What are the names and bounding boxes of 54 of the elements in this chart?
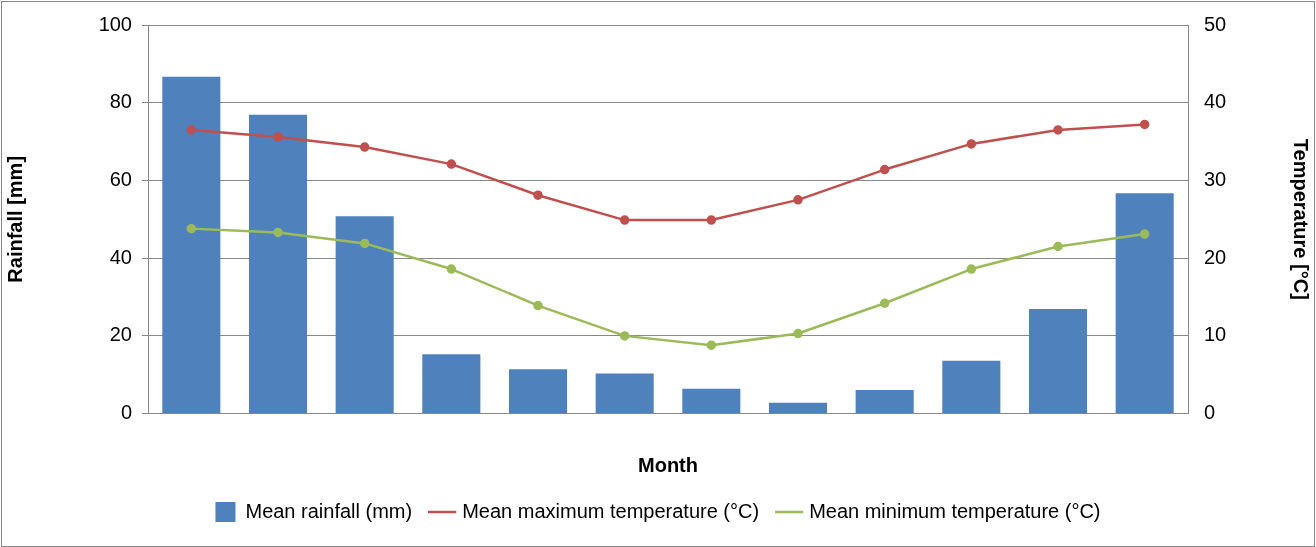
point xyxy=(879,298,890,308)
y-axis-title: Rainfall [mm] xyxy=(3,155,26,283)
point xyxy=(446,264,457,274)
point xyxy=(533,300,543,311)
point xyxy=(793,195,803,205)
point xyxy=(1139,119,1150,130)
point xyxy=(966,264,977,274)
point xyxy=(186,223,197,234)
point xyxy=(879,164,890,175)
point xyxy=(359,142,370,152)
y2-tick-label: 10 xyxy=(1204,323,1227,346)
y2-tick-label: 20 xyxy=(1204,245,1227,268)
point xyxy=(533,190,543,200)
bar xyxy=(595,373,654,414)
bar xyxy=(1028,309,1088,414)
bar xyxy=(335,216,394,414)
bar xyxy=(682,388,741,414)
y-tick-label: 80 xyxy=(109,90,132,113)
bar xyxy=(162,76,221,414)
legend-label: Mean rainfall (mm) xyxy=(245,499,413,522)
bar xyxy=(248,114,308,414)
y2-tick-label: 50 xyxy=(1204,12,1227,35)
point xyxy=(273,132,283,142)
legend-label: Mean maximum temperature (°C) xyxy=(462,499,760,522)
bar xyxy=(942,360,1001,414)
y2-tick-label: 40 xyxy=(1204,90,1227,113)
point xyxy=(619,331,630,341)
bar xyxy=(768,402,828,414)
point xyxy=(446,159,457,169)
point xyxy=(359,238,370,249)
bar xyxy=(422,354,481,414)
point xyxy=(619,215,630,225)
y-tick-label: 20 xyxy=(109,323,132,346)
y-tick-label: 0 xyxy=(120,401,132,424)
y2-tick-label: 0 xyxy=(1204,401,1216,424)
bar xyxy=(855,389,914,414)
point xyxy=(1139,229,1150,239)
point xyxy=(186,125,197,135)
point xyxy=(793,328,803,339)
bar xyxy=(508,369,568,414)
point xyxy=(273,227,283,238)
point xyxy=(1053,241,1063,252)
point xyxy=(966,139,977,149)
bar xyxy=(1115,193,1174,414)
point xyxy=(706,215,717,225)
point xyxy=(706,340,717,350)
y-tick-label: 60 xyxy=(109,167,132,190)
legend-label: Mean minimum temperature (°C) xyxy=(809,499,1101,522)
x-axis-title: Month xyxy=(638,453,698,476)
y-tick-label: 100 xyxy=(98,12,132,35)
y-tick-label: 40 xyxy=(109,245,132,268)
y2-axis-title: Temperature [°C] xyxy=(1290,138,1313,300)
y2-tick-label: 30 xyxy=(1204,167,1227,190)
point xyxy=(1053,125,1063,135)
